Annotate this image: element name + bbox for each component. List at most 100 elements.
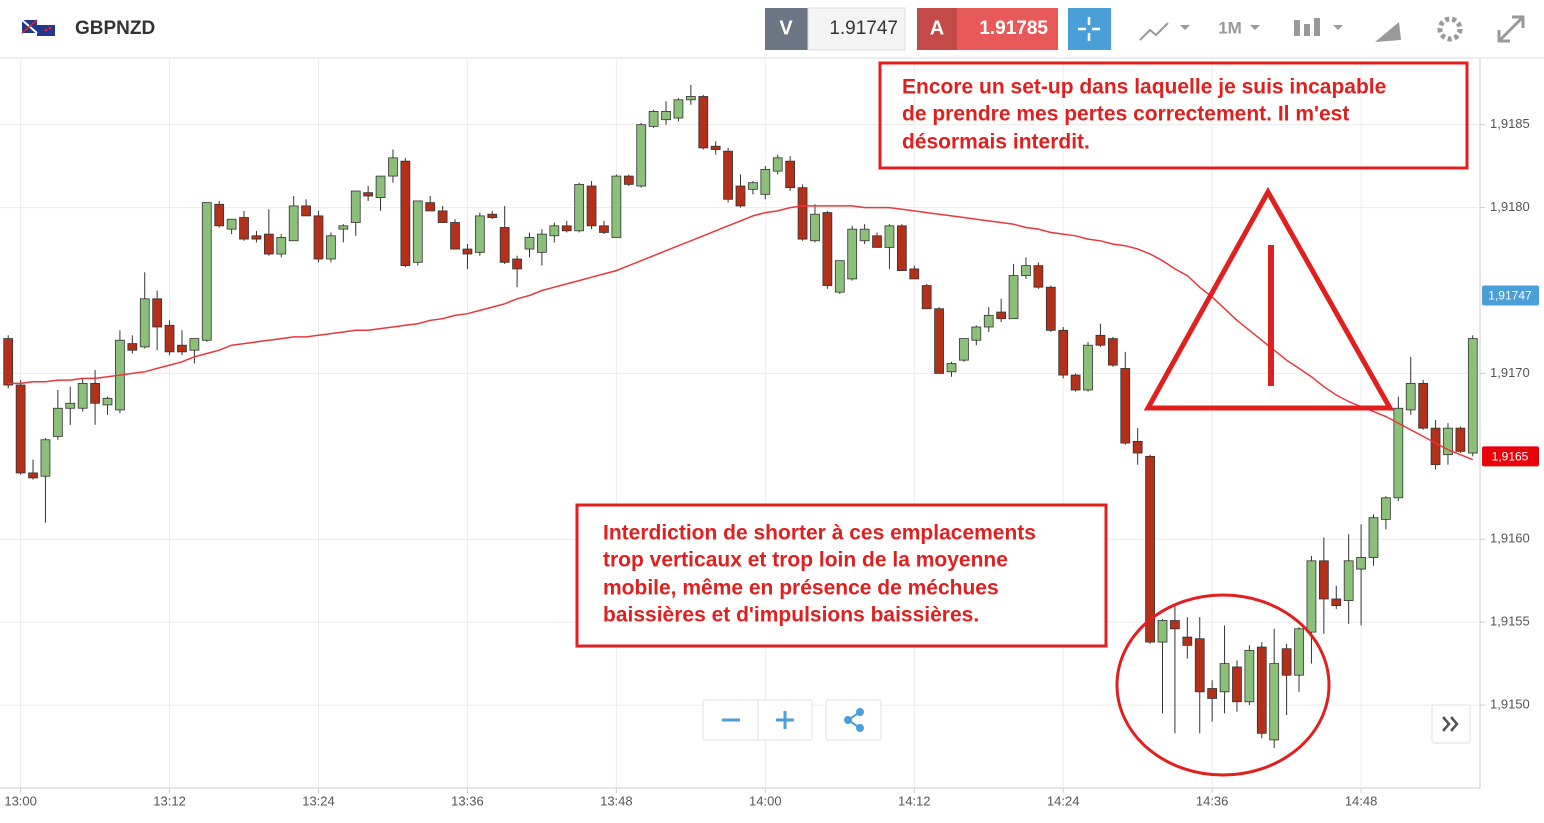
candle-body	[388, 157, 398, 177]
candle-body	[636, 124, 647, 187]
ask-tag: A	[930, 17, 944, 39]
candle-body	[698, 96, 709, 149]
x-tick-label: 14:24	[1047, 793, 1080, 808]
candle-body	[1219, 663, 1230, 693]
candle-body	[487, 213, 498, 218]
candle-body	[1269, 663, 1280, 741]
scroll-right-button[interactable]	[1431, 704, 1471, 744]
candle-body	[574, 183, 585, 232]
candle-body	[685, 96, 696, 101]
candle-body	[512, 258, 522, 270]
y-tick-label: 1,9185	[1490, 116, 1530, 131]
candle-body	[785, 160, 796, 189]
candle-body	[1467, 338, 1478, 454]
candle-body	[1145, 455, 1155, 643]
candle-body	[797, 187, 808, 240]
ask-tag-box[interactable]	[917, 8, 957, 50]
candle-body	[1443, 427, 1453, 456]
draw-button[interactable]	[1375, 22, 1401, 42]
candle-body	[1045, 286, 1056, 331]
candle-body	[959, 338, 969, 361]
candle-body	[524, 237, 535, 250]
annotation-text: de prendre mes pertes correctement. Il m…	[902, 103, 1349, 126]
plot-area	[3, 84, 1478, 749]
candle-body	[102, 397, 113, 406]
crosshair-button[interactable]	[1068, 8, 1111, 50]
candle-body	[772, 157, 783, 172]
candle-body	[40, 439, 51, 477]
chart-type-button[interactable]	[1139, 22, 1190, 41]
candle-body	[1083, 344, 1093, 391]
candle-body	[90, 382, 100, 404]
candle-body	[139, 298, 150, 348]
candle-body	[934, 308, 944, 374]
candle-body	[971, 326, 982, 341]
candle-body	[586, 185, 597, 227]
candle-body	[15, 384, 26, 474]
candle-body	[983, 314, 994, 328]
candle-style-button[interactable]	[1294, 18, 1343, 36]
candle-body	[909, 268, 920, 280]
candle-body	[127, 343, 138, 351]
share-button[interactable]	[825, 699, 882, 741]
candle-body	[313, 215, 324, 260]
candle-body	[537, 233, 547, 253]
candle-body	[288, 205, 299, 242]
candle-body	[661, 111, 671, 121]
candle-body	[400, 160, 411, 267]
candle-body	[499, 227, 510, 263]
candle-body	[884, 225, 895, 248]
candle-body	[673, 99, 684, 119]
candle-body	[77, 382, 88, 409]
candle-body	[301, 205, 311, 217]
candle-body	[946, 363, 957, 373]
candle-body	[822, 212, 833, 286]
settings-button[interactable]	[1437, 16, 1463, 42]
candle-body	[1107, 338, 1118, 366]
candle-body	[921, 285, 932, 310]
x-tick-label: 13:48	[600, 793, 633, 808]
candle-body	[65, 402, 76, 409]
timeframe[interactable]: 1M	[1218, 18, 1242, 37]
x-tick-label: 13:00	[4, 793, 37, 808]
candle-body	[1405, 382, 1416, 411]
bid-box[interactable]	[807, 7, 906, 51]
candle-body	[1294, 628, 1304, 676]
candle-body	[276, 237, 287, 255]
price-marker-label: 1,9165	[1492, 450, 1529, 464]
candle-body	[723, 150, 733, 200]
y-tick-label: 1,9150	[1490, 697, 1530, 712]
bid-tag-box[interactable]	[765, 8, 808, 50]
candle-body	[896, 225, 907, 272]
candle-body	[152, 298, 163, 328]
candle-body	[462, 248, 473, 255]
bid-price: 1.91747	[829, 18, 898, 39]
x-tick-label: 13:12	[153, 793, 186, 808]
annotation-text: mobile, même en présence de méchues	[603, 577, 999, 600]
candle-body	[599, 225, 609, 233]
warning-triangle	[1143, 186, 1395, 411]
candle-body	[735, 185, 746, 207]
ask-price: 1.91785	[979, 18, 1048, 39]
expand-button[interactable]	[1497, 15, 1525, 43]
candle-body	[1356, 557, 1366, 570]
x-tick-label: 14:36	[1196, 793, 1229, 808]
price-marker-label: 1,91747	[1488, 289, 1532, 303]
candle-body	[3, 338, 14, 386]
candle-body	[326, 235, 336, 260]
candle-body	[760, 169, 771, 195]
annotation-box	[878, 61, 1469, 170]
highlight-circle	[1115, 593, 1331, 777]
candle-body	[1418, 382, 1429, 429]
ask-box[interactable]	[957, 8, 1058, 50]
y-tick-label: 1,9170	[1490, 365, 1530, 380]
candle-body	[710, 145, 721, 150]
annotation-text: Encore un set-up dans laquelle je suis i…	[902, 76, 1386, 99]
candle-body	[1194, 638, 1205, 693]
zoom-in[interactable]	[776, 711, 794, 729]
grid	[0, 60, 1480, 788]
x-tick-label: 13:36	[451, 793, 484, 808]
candle-body	[338, 225, 349, 230]
candle-body	[263, 233, 274, 255]
